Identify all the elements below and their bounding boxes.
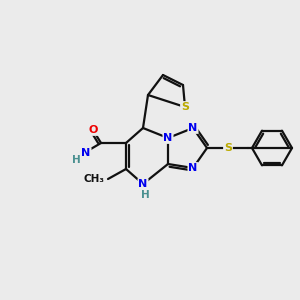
Text: O: O	[88, 125, 98, 135]
Text: N: N	[188, 163, 198, 173]
Text: CH₃: CH₃	[83, 174, 104, 184]
Text: S: S	[181, 102, 189, 112]
Text: N: N	[188, 123, 198, 133]
Text: S: S	[224, 143, 232, 153]
Text: H: H	[72, 155, 80, 165]
Text: H: H	[141, 190, 149, 200]
Text: N: N	[138, 179, 148, 189]
Text: N: N	[81, 148, 91, 158]
Text: N: N	[164, 133, 172, 143]
